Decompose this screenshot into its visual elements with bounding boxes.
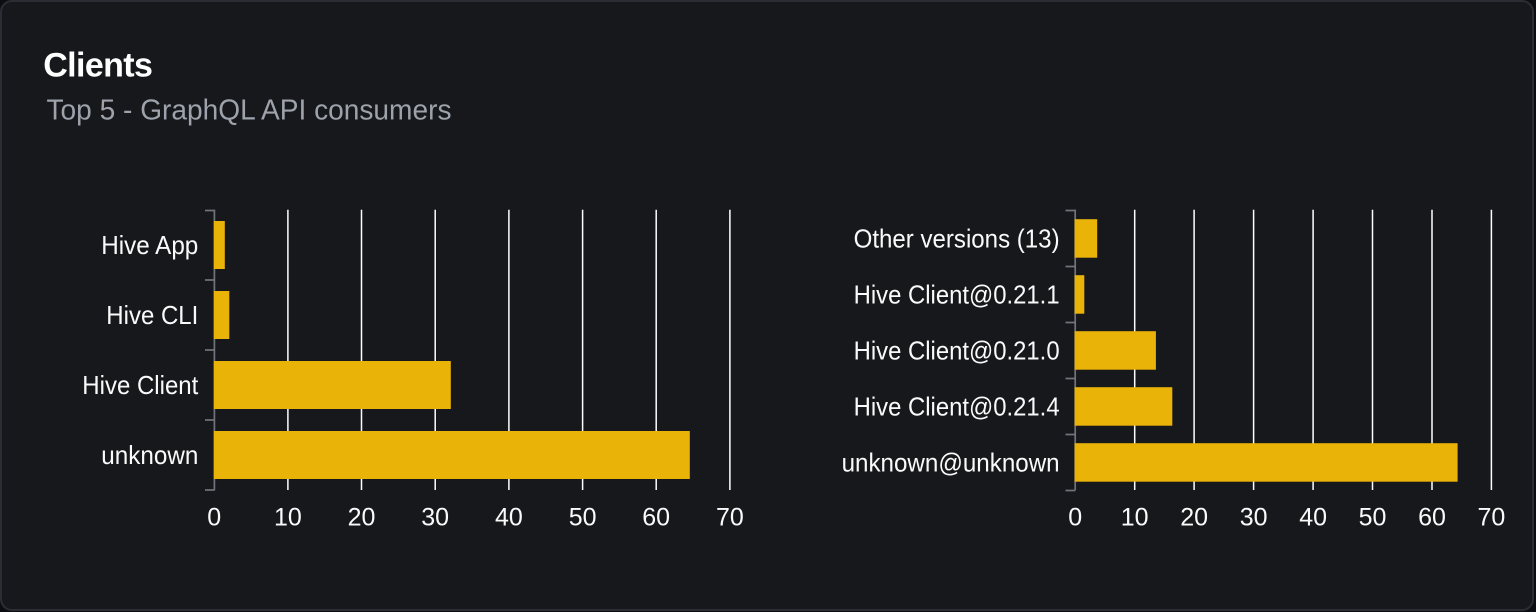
svg-text:Hive Client@0.21.4: Hive Client@0.21.4 [854, 392, 1060, 422]
svg-text:10: 10 [274, 504, 302, 532]
svg-text:20: 20 [348, 504, 376, 532]
svg-text:unknown: unknown [101, 440, 198, 470]
svg-text:20: 20 [1180, 504, 1208, 532]
svg-text:Hive App: Hive App [101, 230, 198, 260]
svg-text:60: 60 [1418, 504, 1446, 532]
svg-text:unknown@unknown: unknown@unknown [842, 448, 1060, 478]
svg-text:0: 0 [1068, 504, 1082, 532]
svg-text:Clients: Clients [43, 47, 152, 85]
svg-text:Hive Client@0.21.0: Hive Client@0.21.0 [854, 336, 1060, 366]
svg-text:50: 50 [569, 504, 597, 532]
svg-text:Hive Client: Hive Client [82, 370, 199, 400]
svg-text:70: 70 [716, 504, 744, 532]
svg-text:Top 5 - GraphQL API consumers: Top 5 - GraphQL API consumers [47, 95, 452, 127]
svg-text:0: 0 [207, 504, 221, 532]
svg-text:60: 60 [642, 504, 670, 532]
svg-text:30: 30 [1240, 504, 1268, 532]
svg-text:40: 40 [495, 504, 523, 532]
svg-text:Hive CLI: Hive CLI [106, 300, 198, 330]
svg-text:10: 10 [1121, 504, 1149, 532]
svg-text:70: 70 [1477, 504, 1505, 532]
svg-text:Hive Client@0.21.1: Hive Client@0.21.1 [854, 280, 1060, 310]
svg-text:Other versions (13): Other versions (13) [854, 224, 1060, 254]
svg-text:50: 50 [1359, 504, 1387, 532]
svg-text:30: 30 [421, 504, 449, 532]
svg-text:40: 40 [1299, 504, 1327, 532]
